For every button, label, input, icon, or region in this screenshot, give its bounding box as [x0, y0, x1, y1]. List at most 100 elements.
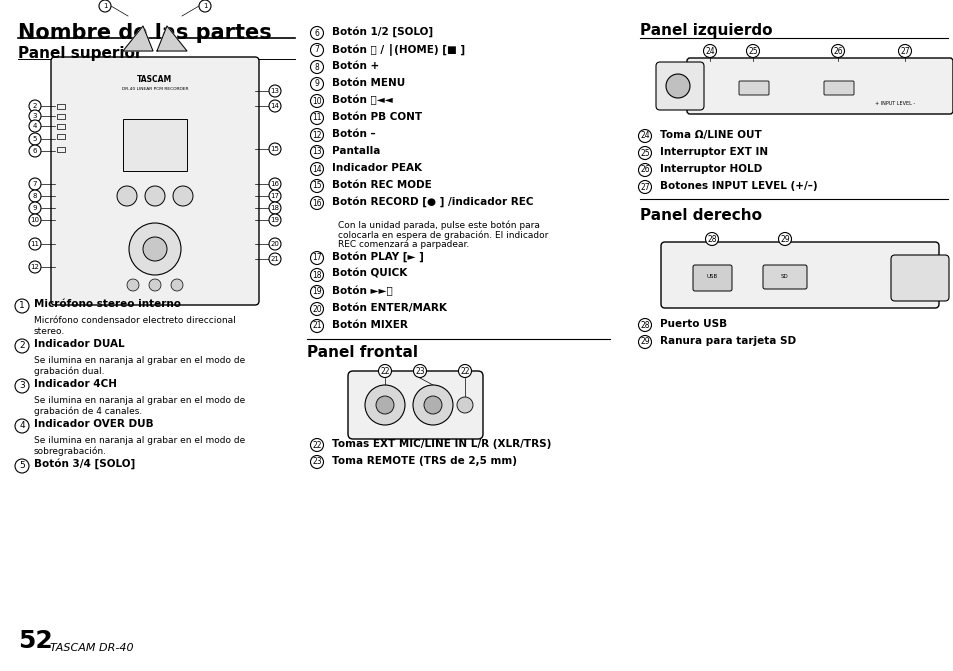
Text: Indicador OVER DUB: Indicador OVER DUB	[34, 419, 153, 429]
Text: 25: 25	[639, 148, 649, 158]
FancyBboxPatch shape	[739, 81, 768, 95]
Circle shape	[778, 232, 791, 246]
Text: REC comenzará a parpadear.: REC comenzará a parpadear.	[337, 240, 469, 249]
Text: 1: 1	[103, 3, 107, 9]
Circle shape	[310, 95, 323, 107]
Circle shape	[29, 120, 41, 132]
Text: 27: 27	[900, 46, 909, 56]
Text: 24: 24	[704, 46, 714, 56]
Circle shape	[310, 146, 323, 158]
Text: 16: 16	[312, 199, 321, 207]
Polygon shape	[157, 26, 187, 51]
Text: 5: 5	[19, 462, 25, 470]
FancyBboxPatch shape	[823, 81, 853, 95]
Text: Panel frontal: Panel frontal	[307, 345, 417, 360]
Text: Pantalla: Pantalla	[332, 146, 380, 156]
Text: 26: 26	[639, 166, 649, 174]
Text: 26: 26	[832, 46, 841, 56]
Text: Botón RECORD [● ] /indicador REC: Botón RECORD [● ] /indicador REC	[332, 197, 533, 207]
Text: 20: 20	[312, 305, 321, 313]
Text: SD: SD	[781, 274, 788, 280]
Text: 28: 28	[639, 321, 649, 329]
Circle shape	[456, 397, 473, 413]
Circle shape	[29, 178, 41, 190]
Text: 21: 21	[271, 256, 279, 262]
Text: 22: 22	[380, 366, 390, 376]
Text: 19: 19	[271, 217, 279, 223]
FancyBboxPatch shape	[762, 265, 806, 289]
FancyBboxPatch shape	[890, 255, 948, 301]
Text: Interruptor HOLD: Interruptor HOLD	[659, 164, 761, 174]
Text: Micrófono condensador electreto direccional: Micrófono condensador electreto direccio…	[34, 316, 235, 325]
Text: 27: 27	[639, 183, 649, 191]
Circle shape	[310, 456, 323, 468]
Text: 1: 1	[19, 301, 25, 311]
Text: 6: 6	[32, 148, 37, 154]
Text: 4: 4	[19, 421, 25, 431]
Circle shape	[310, 197, 323, 209]
Text: 14: 14	[312, 164, 321, 174]
Bar	[57, 114, 65, 119]
Text: Indicador 4CH: Indicador 4CH	[34, 379, 117, 389]
Circle shape	[745, 44, 759, 58]
Text: 2: 2	[32, 103, 37, 109]
Text: DR-40 LINEAR PCM RECORDER: DR-40 LINEAR PCM RECORDER	[122, 87, 188, 91]
Text: sobregrabación.: sobregrabación.	[34, 447, 107, 456]
Circle shape	[310, 439, 323, 452]
Circle shape	[638, 164, 651, 176]
Text: 23: 23	[415, 366, 424, 376]
Circle shape	[269, 190, 281, 202]
Circle shape	[638, 146, 651, 160]
Text: 7: 7	[314, 46, 319, 54]
FancyBboxPatch shape	[51, 57, 258, 305]
Text: 12: 12	[312, 130, 321, 140]
Text: grabación de 4 canales.: grabación de 4 canales.	[34, 407, 142, 417]
Circle shape	[29, 145, 41, 157]
Text: Botón ⏮◄◄: Botón ⏮◄◄	[332, 95, 393, 105]
Circle shape	[310, 268, 323, 282]
Text: + INPUT LEVEL -: + INPUT LEVEL -	[874, 101, 914, 106]
Circle shape	[310, 303, 323, 315]
Text: 11: 11	[30, 241, 39, 247]
Text: Toma REMOTE (TRS de 2,5 mm): Toma REMOTE (TRS de 2,5 mm)	[332, 456, 517, 466]
Text: Botón REC MODE: Botón REC MODE	[332, 180, 432, 190]
Text: 11: 11	[312, 113, 321, 123]
Circle shape	[15, 299, 29, 313]
Circle shape	[29, 238, 41, 250]
Circle shape	[129, 223, 181, 275]
Text: 10: 10	[30, 217, 39, 223]
Text: Botón MENU: Botón MENU	[332, 78, 405, 88]
Circle shape	[310, 77, 323, 91]
Text: 1: 1	[203, 3, 207, 9]
Text: Puerto USB: Puerto USB	[659, 319, 726, 329]
Circle shape	[269, 253, 281, 265]
Text: 21: 21	[312, 321, 321, 331]
Bar	[123, 119, 187, 171]
Circle shape	[269, 100, 281, 112]
Text: 52: 52	[18, 629, 52, 653]
Circle shape	[702, 44, 716, 58]
Circle shape	[15, 459, 29, 473]
Circle shape	[310, 285, 323, 299]
Circle shape	[29, 190, 41, 202]
Circle shape	[378, 364, 391, 378]
Circle shape	[171, 279, 183, 291]
Circle shape	[898, 44, 910, 58]
Circle shape	[15, 419, 29, 433]
Text: 29: 29	[780, 234, 789, 244]
Text: 23: 23	[312, 458, 321, 466]
Text: 15: 15	[312, 181, 321, 191]
Circle shape	[638, 336, 651, 348]
Text: 17: 17	[271, 193, 279, 199]
Bar	[57, 134, 65, 139]
Text: 6: 6	[314, 28, 319, 38]
Text: 13: 13	[312, 148, 321, 156]
Text: 12: 12	[30, 264, 39, 270]
Circle shape	[15, 379, 29, 393]
Text: Panel superior: Panel superior	[18, 46, 142, 61]
Circle shape	[310, 252, 323, 264]
Circle shape	[269, 238, 281, 250]
Text: 28: 28	[706, 234, 716, 244]
Text: Tomas EXT MIC/LINE IN L/R (XLR/TRS): Tomas EXT MIC/LINE IN L/R (XLR/TRS)	[332, 439, 551, 449]
Circle shape	[423, 396, 441, 414]
